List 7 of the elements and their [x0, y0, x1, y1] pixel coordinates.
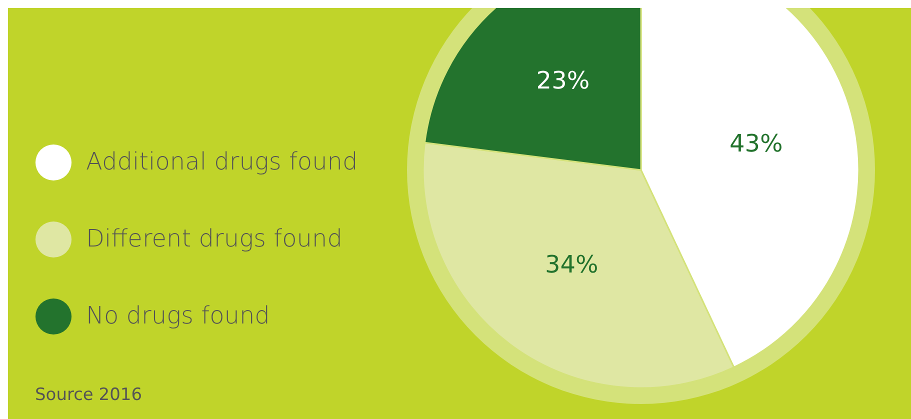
- data-label: 34%: [544, 250, 598, 278]
- legend-label: Additional drugs found: [86, 148, 358, 176]
- source-note: Source 2016: [35, 385, 142, 405]
- data-label: 43%: [729, 129, 783, 158]
- legend-label: No drugs found: [86, 302, 270, 330]
- data-label: 23%: [536, 66, 590, 94]
- legend-label: Different drugs found: [86, 224, 342, 252]
